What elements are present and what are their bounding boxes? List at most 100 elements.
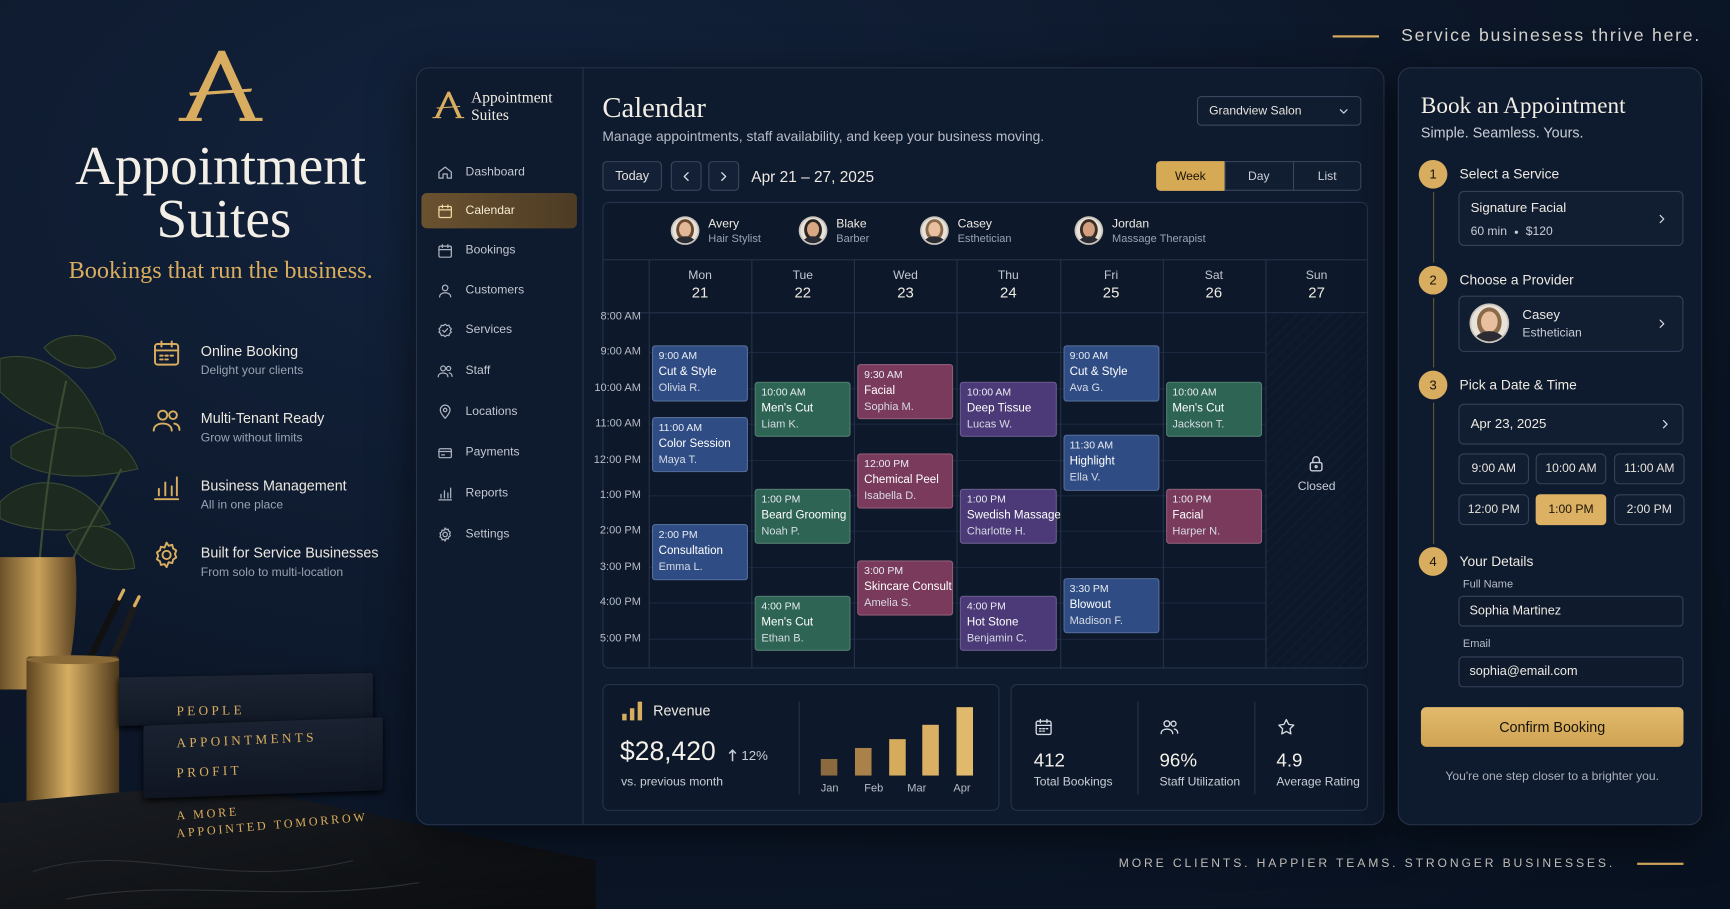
booking-title: Book an Appointment <box>1420 92 1626 119</box>
up-arrow <box>728 749 737 762</box>
stat-value: 96% <box>1159 750 1198 772</box>
view-option[interactable] <box>1292 161 1361 191</box>
event-client: Benjamin C. <box>966 632 1027 646</box>
icon-part <box>1278 718 1295 735</box>
icon-part <box>672 217 698 244</box>
event[interactable]: 10:00 AM Men's Cut Liam K. <box>754 381 851 437</box>
pencil-cup <box>26 655 120 809</box>
icon-part <box>1339 109 1348 114</box>
event[interactable]: 9:00 AM Cut & Style Ava G. <box>1063 345 1160 402</box>
event-time: 10:00 AM <box>1172 386 1217 399</box>
event[interactable]: 1:00 PM Beard Grooming Noah P. <box>754 488 851 545</box>
event-title: Swedish Massage <box>966 508 1061 522</box>
icon-part <box>672 236 698 244</box>
day-name: Fri <box>1104 269 1119 283</box>
staff-avatar <box>1074 216 1104 245</box>
time-slot[interactable] <box>1535 453 1607 485</box>
icon-part <box>438 204 452 219</box>
event-client: Sophia M. <box>864 400 914 413</box>
icon-part <box>438 450 452 456</box>
event[interactable]: 9:00 AM Cut & Style Olivia R. <box>651 345 749 402</box>
field-value: Sophia Martinez <box>1469 604 1562 618</box>
hour-line <box>648 566 1368 568</box>
text-input[interactable] <box>1458 656 1684 688</box>
icon-part <box>155 541 178 569</box>
time-slot[interactable] <box>1458 494 1530 526</box>
time-label: 3:00 PM <box>599 560 641 573</box>
nav-label: Dashboard <box>465 165 525 179</box>
time-slot[interactable] <box>1613 453 1685 485</box>
event-title: Highlight <box>1069 454 1115 469</box>
icon-part <box>1310 461 1324 472</box>
event-time: 1:00 PM <box>966 493 1006 506</box>
staff-name: Jordan <box>1112 217 1150 231</box>
icon-part <box>161 549 172 560</box>
divider <box>798 701 800 795</box>
location-select[interactable] <box>1196 95 1362 126</box>
icon <box>678 169 693 184</box>
icon <box>1655 212 1669 226</box>
event[interactable]: 4:00 PM Men's Cut Ethan B. <box>754 595 851 652</box>
service-card[interactable] <box>1458 190 1684 247</box>
desk <box>0 772 596 909</box>
icon-part <box>434 91 462 118</box>
prev-button[interactable] <box>670 161 702 191</box>
icon-part <box>43 334 117 369</box>
time-slot[interactable] <box>1458 453 1530 485</box>
event[interactable]: 10:00 AM Men's Cut Jackson T. <box>1165 381 1262 437</box>
event-title: Skincare Consult <box>864 580 952 594</box>
icon-part <box>438 323 452 338</box>
icon-part <box>1662 419 1668 429</box>
event-title: Men's Cut <box>1172 401 1225 415</box>
nav-item[interactable] <box>421 193 577 229</box>
icon-part <box>0 334 139 646</box>
event-client: Charlotte H. <box>966 525 1026 538</box>
time-slot[interactable] <box>1613 494 1685 526</box>
icon-part <box>438 448 452 459</box>
month-label: Mar <box>907 782 927 795</box>
icon-part <box>440 365 447 372</box>
event-time: 10:00 AM <box>966 386 1012 399</box>
icon-part <box>1076 236 1102 244</box>
icon-part <box>32 859 420 900</box>
nav-label: Reports <box>465 486 509 500</box>
event[interactable]: 10:00 AM Deep Tissue Lucas W. <box>960 381 1057 437</box>
icon-part <box>432 91 465 119</box>
event[interactable]: 9:30 AM Facial Sophia M. <box>857 363 954 420</box>
event[interactable]: 1:00 PM Swedish Massage Charlotte H. <box>960 488 1061 545</box>
view-option[interactable] <box>1156 161 1225 191</box>
event[interactable]: 2:00 PM Consultation Emma L. <box>651 524 749 580</box>
step-line <box>1432 174 1435 562</box>
icon-part <box>438 204 452 211</box>
view-option[interactable] <box>1224 161 1293 191</box>
app-logo-text: Appointment <box>471 90 553 108</box>
icon-part <box>679 221 692 237</box>
event-time: 2:00 PM <box>658 529 698 542</box>
event[interactable]: 1:00 PM Facial Harper N. <box>1165 488 1262 545</box>
confirm-button[interactable] <box>1420 707 1684 747</box>
icon-part <box>439 404 451 419</box>
icon-part <box>185 50 257 120</box>
icon-part <box>152 409 181 432</box>
time-slot[interactable] <box>1535 494 1607 526</box>
event[interactable]: 11:00 AM Color Session Maya T. <box>651 417 749 473</box>
icon <box>437 526 454 543</box>
event-title: Cut & Style <box>1069 365 1128 379</box>
event[interactable]: 11:30 AM Highlight Ella V. <box>1063 435 1160 491</box>
today-button[interactable] <box>602 161 662 191</box>
text-input[interactable] <box>1458 595 1684 627</box>
time-label: 5:00 PM <box>599 632 641 645</box>
event-title: Beard Grooming <box>761 508 847 522</box>
time-slot-label: 9:00 AM <box>1471 462 1516 476</box>
event[interactable]: 3:00 PM Skincare Consult Amelia S. <box>857 560 954 616</box>
event[interactable]: 4:00 PM Hot Stone Benjamin C. <box>960 595 1057 652</box>
event[interactable]: 3:30 PM Blowout Madison F. <box>1063 578 1160 634</box>
icon-part <box>438 448 452 459</box>
closed-column <box>1266 313 1367 668</box>
icon-part <box>1659 214 1665 224</box>
next-button[interactable] <box>708 161 740 191</box>
event[interactable]: 12:00 PM Chemical Peel Isabella D. <box>857 452 954 509</box>
provider-avatar <box>1469 303 1510 344</box>
date-picker[interactable] <box>1458 403 1684 445</box>
dot <box>1514 230 1519 234</box>
